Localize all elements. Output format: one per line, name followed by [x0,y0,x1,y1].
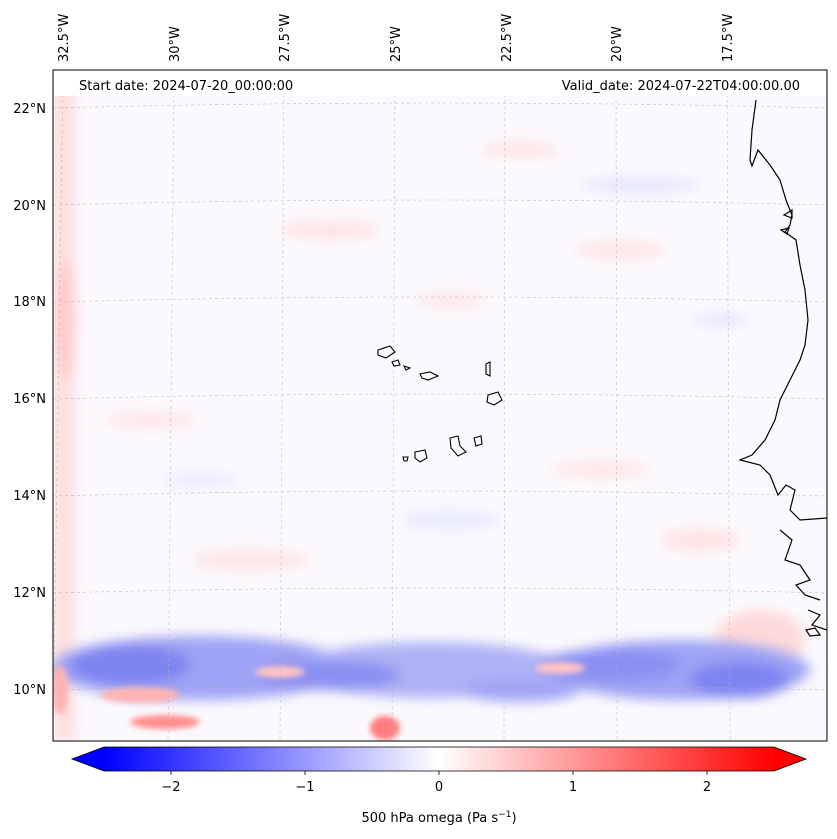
lat-label: 14°N [13,489,46,504]
lon-label: 17.5°W [721,14,736,62]
colorbar-tick: 2 [703,780,711,795]
coastline [738,99,827,637]
longitude-labels: 32.5°W 30°W 27.5°W 25°W 22.5°W 20°W 17.5… [57,14,736,62]
lon-label: 20°W [610,26,625,62]
colorbar-tick: −2 [161,780,180,795]
map-frame [52,69,828,742]
colorbar-tick: −1 [295,780,314,795]
colorbar-tick: 1 [569,780,577,795]
colorbar-gradient [104,747,774,771]
lon-label: 25°W [389,26,404,62]
colorbar-label: 500 hPa omega (Pa s−1) [361,810,516,826]
lon-label: 32.5°W [57,14,72,62]
start-date: Start date: 2024-07-20_00:00:00 [79,79,293,94]
lat-label: 20°N [13,199,46,214]
latitude-labels: 22°N 20°N 18°N 16°N 14°N 12°N 10°N [13,102,46,698]
colorbar-max-arrow [774,747,806,771]
lat-label: 22°N [13,102,46,117]
colorbar: −2 −1 0 1 2 500 hPa omega (Pa s−1) [70,746,808,826]
lat-label: 10°N [13,683,46,698]
cape-verde-islands [377,345,503,463]
lon-label: 22.5°W [500,14,515,62]
colorbar-min-arrow [72,747,104,771]
lon-label: 27.5°W [278,14,293,62]
lat-label: 16°N [13,392,46,407]
lat-label: 18°N [13,295,46,310]
graticule [53,70,827,741]
lon-label: 30°W [168,26,183,62]
lat-label: 12°N [13,586,46,601]
omega-field [53,70,827,741]
colorbar-tick: 0 [435,780,443,795]
valid-date: Valid_date: 2024-07-22T04:00:00.00 [562,79,800,94]
